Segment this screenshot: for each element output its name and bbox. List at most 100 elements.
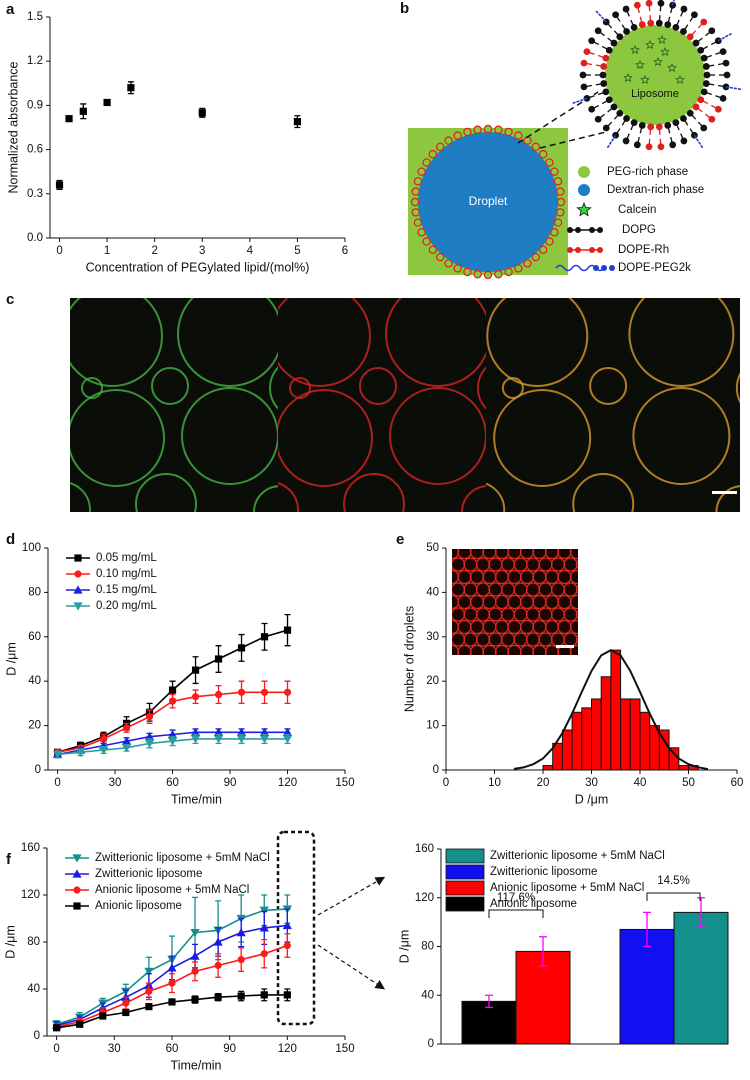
- arrow: [317, 944, 386, 990]
- liposome-dot: [413, 218, 423, 227]
- y-tick-label: 0: [34, 1030, 40, 1042]
- error-bar: [643, 911, 651, 948]
- lipid-head: [630, 119, 638, 127]
- y-tick-label: 40: [421, 989, 434, 1001]
- legend-label[interactable]: Anionic liposome + 5mM NaCl: [490, 882, 644, 894]
- inset-droplet: [575, 609, 578, 620]
- lipid-head: [647, 19, 655, 27]
- x-tick-label: 20: [537, 777, 550, 789]
- y-axis-title: D /μm: [4, 642, 18, 676]
- x-tick-label: 50: [682, 777, 695, 789]
- legend-marker: [74, 554, 82, 562]
- highlight-box: [276, 830, 316, 1026]
- marker: [259, 923, 269, 932]
- legend-swatch: [567, 247, 573, 253]
- droplet-ring: [385, 298, 486, 387]
- marker: [167, 963, 177, 972]
- lipid-head: [605, 46, 613, 54]
- lipid-head: [680, 5, 688, 13]
- calcein: [640, 75, 650, 85]
- liposome-dot: [473, 125, 482, 134]
- liposome-dot: [553, 177, 563, 186]
- droplet-ring: [135, 473, 197, 512]
- marker: [52, 750, 63, 760]
- marker: [167, 737, 178, 746]
- zoom-line: [517, 91, 599, 144]
- bracket: [646, 892, 701, 901]
- liposome-dot: [538, 245, 548, 255]
- bar: [619, 928, 675, 1045]
- legend-label[interactable]: Anionic liposome: [95, 900, 182, 912]
- liposome-dot: [422, 237, 431, 246]
- y-tick-label: 120: [21, 889, 40, 901]
- droplet-ring: [486, 298, 589, 387]
- calcein: [630, 45, 640, 55]
- lipid-head: [664, 21, 672, 28]
- marker: [190, 929, 200, 938]
- y-tick-label: 120: [415, 892, 434, 904]
- legend-label[interactable]: 0.05 mg/mL: [96, 552, 157, 564]
- lipid-head: [610, 103, 618, 111]
- marker: [191, 693, 200, 701]
- legend-swatch: [578, 184, 590, 196]
- droplet-ring: [70, 389, 165, 487]
- legend-label[interactable]: Anionic liposome: [490, 898, 577, 910]
- legend-label[interactable]: Zwitterionic liposome + 5mM NaCl: [95, 852, 270, 864]
- droplet-ring: [70, 482, 91, 512]
- y-tick-label: 160: [415, 843, 434, 855]
- calcein: [623, 73, 633, 83]
- lipid-head: [638, 122, 646, 129]
- legend-label[interactable]: Zwitterionic liposome: [490, 866, 597, 878]
- lipid-head: [605, 96, 613, 104]
- lipid-head: [690, 11, 698, 19]
- marker: [260, 688, 269, 696]
- liposome-dot: [417, 167, 426, 176]
- legend-swatch: [589, 247, 595, 253]
- bar: [515, 950, 571, 1045]
- inset-droplet: [575, 584, 578, 595]
- lipid-head: [708, 115, 716, 123]
- liposome-dot: [453, 264, 462, 273]
- legend-marker: [73, 602, 83, 611]
- y-tick-label: 1.5: [27, 11, 43, 23]
- droplet-ring: [589, 367, 628, 405]
- liposome-dot: [483, 270, 493, 280]
- legend-label: DOPG: [622, 224, 656, 236]
- lipid-head: [672, 23, 680, 31]
- calcein: [675, 75, 685, 85]
- legend-swatch: [567, 227, 573, 233]
- legend-label[interactable]: Zwitterionic liposome: [95, 868, 202, 880]
- legend-label[interactable]: 0.20 mg/mL: [96, 600, 157, 612]
- droplet-ring: [477, 366, 486, 410]
- lipid-head: [616, 33, 624, 41]
- lipid-head: [722, 83, 730, 91]
- legend-label[interactable]: Zwitterionic liposome + 5mM NaCl: [490, 850, 665, 862]
- legend-label[interactable]: 0.10 mg/mL: [96, 568, 157, 580]
- lipid-head: [722, 59, 730, 67]
- marker: [260, 991, 268, 999]
- x-tick-label: 60: [166, 1043, 179, 1055]
- legend-label: Calcein: [618, 204, 656, 216]
- lipid-head: [657, 0, 665, 7]
- y-tick-label: 20: [28, 720, 41, 732]
- lipid-head: [708, 27, 716, 35]
- lipid-head: [655, 19, 663, 27]
- liposome-dot: [504, 267, 513, 277]
- x-tick-label: 30: [585, 777, 598, 789]
- panel-letter: b: [400, 0, 409, 17]
- histogram-bar: [600, 676, 612, 771]
- x-tick-label: 6: [342, 245, 348, 257]
- marker: [293, 118, 302, 126]
- droplet-ring: [628, 298, 735, 387]
- liposome-dot: [411, 187, 420, 196]
- lipid-head: [580, 59, 588, 67]
- legend-label[interactable]: Anionic liposome + 5mM NaCl: [95, 884, 249, 896]
- legend-label[interactable]: 0.15 mg/mL: [96, 584, 157, 596]
- marker: [198, 109, 206, 117]
- droplet-ring: [181, 387, 278, 485]
- lipid-head: [697, 46, 705, 54]
- x-axis-title: Time/min: [171, 792, 222, 806]
- legend-marker: [72, 854, 82, 863]
- x-tick-label: 2: [151, 245, 157, 257]
- marker: [213, 735, 224, 744]
